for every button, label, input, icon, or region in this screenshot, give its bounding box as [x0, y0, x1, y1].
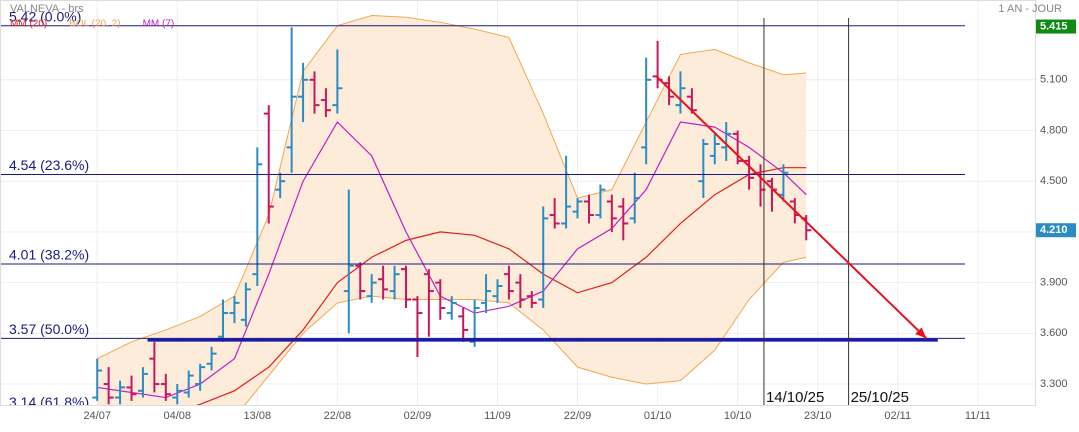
x-tick-label: 11/11 — [965, 410, 991, 422]
band-lower — [244, 256, 807, 405]
legend-item: BOL (20, 2) — [69, 19, 120, 30]
x-tick-label: 22/08 — [324, 410, 352, 422]
price-tag — [1036, 223, 1076, 238]
marker-label: 14/10/25 — [766, 389, 824, 406]
x-tick-label: 22/09 — [564, 410, 592, 422]
fib-label: 5.42 (0.0%) — [9, 8, 81, 24]
x-tick-label: 23/10 — [804, 410, 832, 422]
y-tick-label: 3.900 — [1040, 277, 1068, 289]
fib-label: 3.14 (61.8%) — [9, 394, 89, 410]
chart-title: VALNEVA - brs — [10, 3, 84, 15]
bars — [92, 27, 812, 405]
annotations: 5.42 (0.0%) 4.54 (23.6%) 4.01 (38.2%) 3.57 … — [0, 8, 965, 410]
trend-line — [655, 75, 928, 340]
price-tag-label: 5.415 — [1040, 20, 1068, 32]
plot-frame — [0, 0, 1036, 406]
x-tick-label: 04/08 — [163, 410, 191, 422]
x-tick-label: 11/09 — [484, 410, 511, 422]
x-tick-label: 10/10 — [724, 410, 752, 422]
x-tick-label: 01/10 — [644, 410, 672, 422]
y-tick-label: 5.100 — [1040, 74, 1068, 86]
y-tick-label: 4.800 — [1040, 124, 1068, 136]
fib-label: 4.01 (38.2%) — [9, 247, 89, 263]
x-tick-label: 13/08 — [244, 410, 272, 422]
period: 1 AN - JOUR — [998, 3, 1062, 15]
fib-label: 3.57 (50.0%) — [9, 321, 89, 337]
fib-label: 4.54 (23.6%) — [9, 157, 89, 173]
lines — [97, 121, 807, 405]
price-tag-label: 4.210 — [1040, 224, 1068, 236]
y-tick-label: 3.300 — [1040, 378, 1068, 390]
ma-line — [97, 121, 807, 399]
x-tick-label: 02/09 — [404, 410, 432, 422]
ma-line — [195, 167, 807, 405]
legend-item: MM (20) — [10, 19, 47, 30]
legend-item: MM (7) — [143, 19, 175, 30]
price-tag — [1036, 19, 1076, 34]
arrow-head — [915, 327, 927, 339]
x-tick-label: 24/07 — [83, 410, 111, 422]
band-fill — [97, 15, 807, 405]
marker-label: 25/10/25 — [851, 389, 909, 406]
labels: 3.3003.6003.9004.2004.5004.8005.10024/07… — [10, 19, 1076, 422]
y-tick-label: 3.600 — [1040, 327, 1068, 339]
y-tick-label: 4.500 — [1040, 175, 1068, 187]
x-tick-label: 02/11 — [884, 410, 911, 422]
